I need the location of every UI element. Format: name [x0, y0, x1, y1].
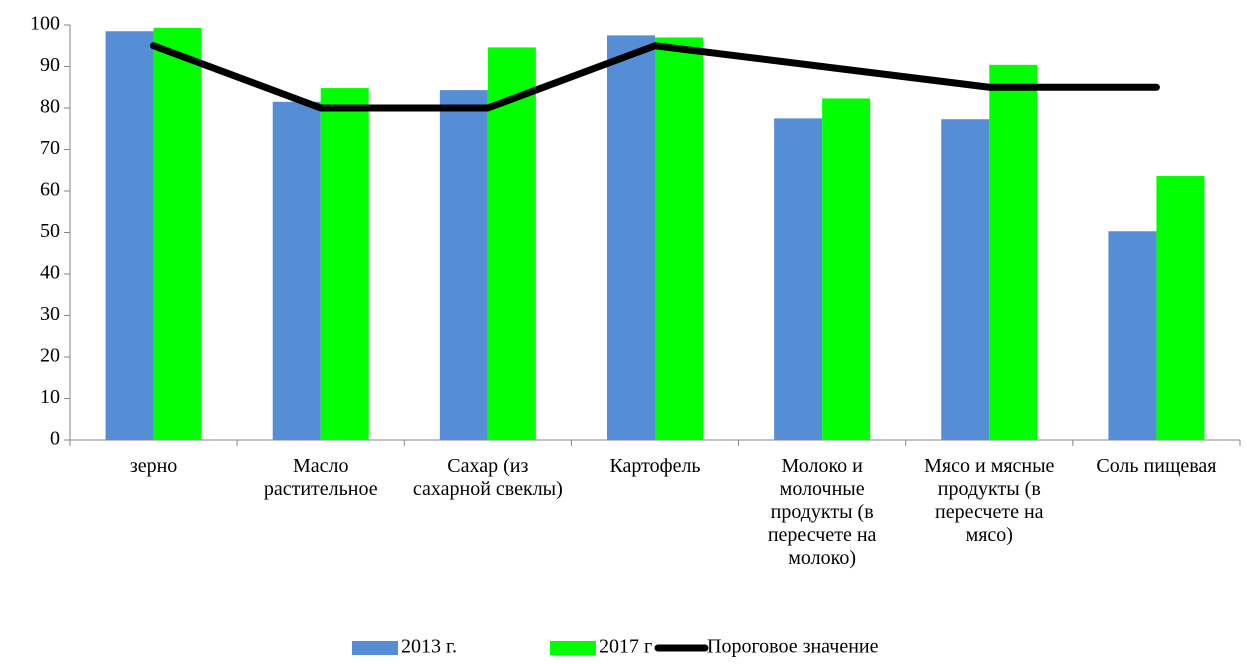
bar [655, 37, 703, 440]
bar [487, 47, 536, 440]
y-tick-label: 40 [40, 262, 60, 284]
x-tick-label: Масло растительное [263, 455, 378, 500]
bar [1156, 176, 1205, 440]
x-tick-label: Мясо и мясные продукты (в пересчете на м… [924, 455, 1055, 546]
bar [153, 27, 202, 441]
y-tick-label: 60 [40, 179, 60, 201]
bar [439, 90, 488, 440]
x-tick-label: зерно [129, 455, 178, 477]
bar [1108, 231, 1157, 440]
bar [320, 88, 369, 440]
bar [941, 119, 990, 440]
y-tick-label: 10 [40, 386, 60, 408]
y-tick-label: 100 [30, 13, 60, 35]
legend-label: Пороговое значение [707, 636, 879, 658]
y-tick-label: 0 [50, 428, 60, 450]
y-tick-label: 50 [40, 220, 60, 242]
legend-label: 2013 г. [401, 636, 457, 658]
bar [272, 101, 321, 441]
legend-swatch [352, 641, 398, 655]
y-tick-label: 90 [40, 54, 60, 76]
legend-swatch [550, 641, 596, 655]
x-tick-label: Молоко и молочные продукты (в пересчете … [767, 455, 877, 569]
x-tick-label: Сахар (из сахарной свеклы) [412, 455, 563, 500]
bar [774, 118, 823, 440]
bar [105, 31, 154, 440]
x-tick-label: Соль пищевая [1096, 455, 1217, 477]
y-tick-label: 80 [40, 96, 60, 118]
bar [822, 98, 871, 440]
x-tick-label: Картофель [609, 455, 701, 477]
bar [989, 64, 1038, 440]
y-tick-label: 30 [40, 303, 60, 325]
bar [607, 35, 655, 440]
threshold-line [150, 42, 1160, 112]
y-tick-label: 70 [40, 137, 60, 159]
legend-label: 2017 г [599, 636, 652, 658]
y-tick-label: 20 [40, 345, 60, 367]
